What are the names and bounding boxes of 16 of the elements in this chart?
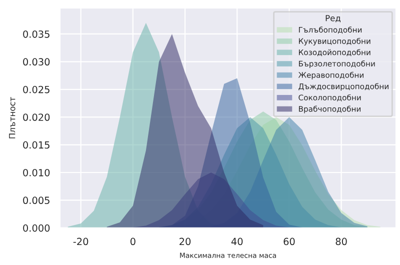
y-tick-label: 0.020 <box>23 114 50 121</box>
y-tick-label: 0.010 <box>23 168 50 176</box>
x-tick-label: 40 <box>231 238 243 246</box>
x-tick-label: 0 <box>130 238 136 246</box>
y-tick-label: 0.035 <box>23 30 50 38</box>
x-tick-label: -20 <box>73 238 88 246</box>
y-tick-label: 0.025 <box>23 86 50 94</box>
y-tick-label: 0.030 <box>23 58 50 66</box>
x-tick-label: 80 <box>336 238 347 246</box>
x-tick-label: 60 <box>284 238 295 246</box>
y-tick-label: 0.015 <box>23 141 50 149</box>
x-tick-label: 20 <box>180 238 191 246</box>
y-axis-title: Плътност <box>9 97 16 138</box>
y-tick-label: 0.000 <box>23 224 50 232</box>
y-tick-label: 0.005 <box>23 196 50 204</box>
legend-title: Ред <box>326 15 341 22</box>
